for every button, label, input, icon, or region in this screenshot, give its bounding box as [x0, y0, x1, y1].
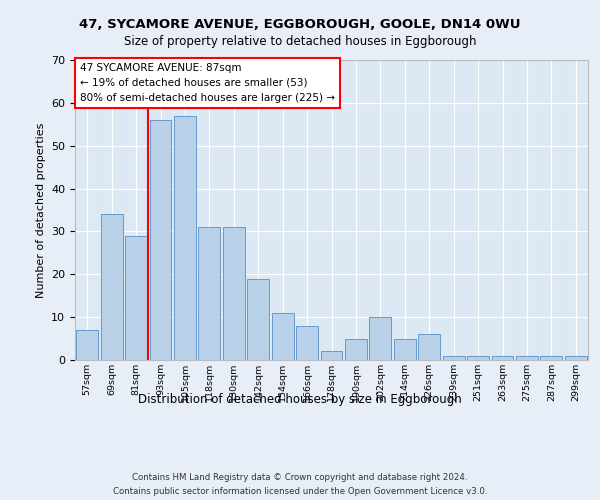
Bar: [370, 317, 391, 360]
Bar: [247, 278, 269, 360]
Text: Contains HM Land Registry data © Crown copyright and database right 2024.: Contains HM Land Registry data © Crown c…: [132, 472, 468, 482]
Bar: [76, 330, 98, 360]
Bar: [320, 352, 343, 360]
Bar: [345, 338, 367, 360]
Bar: [199, 227, 220, 360]
Bar: [516, 356, 538, 360]
Bar: [174, 116, 196, 360]
Text: 47, SYCAMORE AVENUE, EGGBOROUGH, GOOLE, DN14 0WU: 47, SYCAMORE AVENUE, EGGBOROUGH, GOOLE, …: [79, 18, 521, 30]
Y-axis label: Number of detached properties: Number of detached properties: [35, 122, 46, 298]
Bar: [223, 227, 245, 360]
Bar: [541, 356, 562, 360]
Bar: [125, 236, 147, 360]
Bar: [443, 356, 464, 360]
Text: Contains public sector information licensed under the Open Government Licence v3: Contains public sector information licen…: [113, 488, 487, 496]
Bar: [565, 356, 587, 360]
Bar: [467, 356, 489, 360]
Bar: [101, 214, 122, 360]
Text: 47 SYCAMORE AVENUE: 87sqm
← 19% of detached houses are smaller (53)
80% of semi-: 47 SYCAMORE AVENUE: 87sqm ← 19% of detac…: [80, 63, 335, 102]
Bar: [491, 356, 514, 360]
Text: Distribution of detached houses by size in Eggborough: Distribution of detached houses by size …: [138, 392, 462, 406]
Text: Size of property relative to detached houses in Eggborough: Size of property relative to detached ho…: [124, 35, 476, 48]
Bar: [418, 334, 440, 360]
Bar: [272, 313, 293, 360]
Bar: [149, 120, 172, 360]
Bar: [394, 338, 416, 360]
Bar: [296, 326, 318, 360]
